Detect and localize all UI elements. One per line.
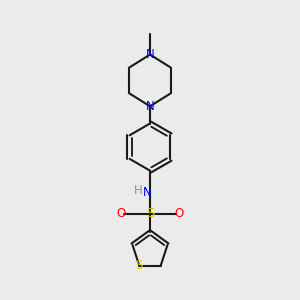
Text: N: N (146, 48, 154, 61)
Text: O: O (175, 207, 184, 220)
Text: N: N (146, 100, 154, 113)
Text: O: O (116, 207, 125, 220)
Text: H: H (134, 184, 142, 197)
Text: S: S (136, 259, 143, 272)
Text: S: S (146, 207, 154, 220)
Text: N: N (143, 186, 152, 199)
